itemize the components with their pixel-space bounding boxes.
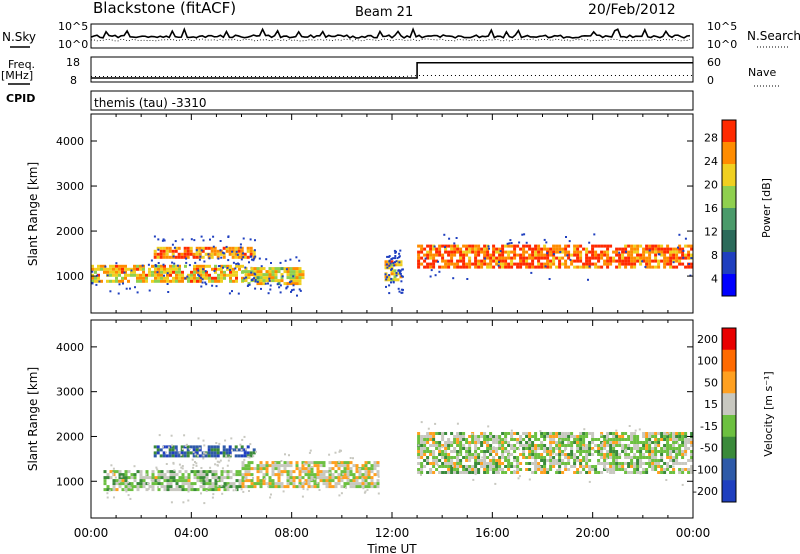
time-axis-label: Time UT [366, 542, 417, 554]
velocity-colorbar: 200 100 50 15 -15 -50 -100 -200 [693, 327, 737, 503]
echo-band [153, 235, 256, 270]
echo-band [417, 233, 694, 281]
echo-band [384, 249, 404, 295]
colorbar-tick-label: 15 [704, 398, 718, 411]
nsky-trace [90, 27, 691, 39]
colorbar-tick-label: 8 [711, 249, 718, 262]
y-tick-label: 4000 [56, 135, 84, 148]
y-tick-label: 3000 [56, 180, 84, 193]
echo-band [241, 255, 305, 297]
colorbar-swatch [722, 371, 736, 394]
echo-band [103, 459, 243, 505]
y-tick-label: 2000 [56, 225, 84, 238]
freq-tick-bottom: 8 [70, 74, 77, 87]
x-tick-label: 00:00 [676, 526, 711, 540]
colorbar-swatch [722, 393, 736, 416]
y-tick-label: 3000 [56, 386, 84, 399]
nsearch-trace [90, 38, 691, 42]
nave-trace [91, 75, 693, 77]
power-axis-ticks: 1000 2000 3000 4000 [56, 114, 694, 313]
colorbar-tick-label: 12 [704, 225, 718, 238]
y-tick-label: 4000 [56, 341, 84, 354]
colorbar-tick-label: 200 [697, 333, 718, 346]
colorbar-tick-label: -50 [700, 442, 718, 455]
velocity-echoes [103, 421, 694, 505]
colorbar-swatch [722, 142, 736, 165]
radar-title: Blackstone (fitACF) [93, 0, 236, 17]
colorbar-swatch [722, 120, 736, 143]
colorbar-tick-label: -15 [700, 420, 718, 433]
freq-unit-label: [MHz] [1, 69, 33, 82]
y-tick-label: 1000 [56, 475, 84, 488]
x-tick-label: 16:00 [475, 526, 510, 540]
noise-panel-frame [90, 23, 694, 49]
beam-title: Beam 21 [355, 5, 413, 20]
x-tick-label: 00:00 [74, 526, 109, 540]
velocity-axis-ticks: 1000 2000 3000 4000 [56, 320, 694, 518]
x-tick-label: 04:00 [174, 526, 209, 540]
colorbar-tick-label: 20 [704, 179, 718, 192]
cpid-panel: CPID themis (tau) -3310 [6, 90, 694, 111]
noise-tick-top-left: 10^5 [58, 20, 88, 33]
colorbar-tick-label: 28 [704, 132, 718, 145]
velocity-ylabel: Slant Range [km] [26, 367, 40, 471]
noise-tick-top-right: 10^5 [707, 20, 737, 33]
nsky-label: N.Sky [2, 30, 36, 44]
colorbar-swatch [722, 230, 736, 253]
colorbar-swatch [722, 415, 736, 438]
colorbar-swatch [722, 480, 736, 503]
power-colorbar-label: Power [dB] [760, 178, 773, 238]
time-axis: 00:00 04:00 08:00 12:00 16:00 20:00 00:00 [74, 526, 711, 540]
freq-panel-frame [90, 56, 694, 83]
date-title: 20/Feb/2012 [588, 2, 676, 18]
freq-tick-top: 18 [66, 56, 80, 69]
colorbar-swatch [722, 208, 736, 231]
colorbar-tick-label: 16 [704, 202, 718, 215]
colorbar-swatch [722, 328, 736, 351]
colorbar-tick-label: 100 [697, 355, 718, 368]
power-panel: 1000 2000 3000 4000 Slant Range [km] 28 24 20… [26, 113, 773, 314]
velocity-colorbar-label: Velocity [m s⁻¹] [762, 371, 775, 456]
y-tick-label: 1000 [56, 270, 84, 283]
cpid-panel-frame [90, 90, 694, 111]
echo-band [153, 434, 256, 471]
freq-panel: Freq. [MHz] 18 8 60 0 Nave [1, 56, 780, 87]
freq-label: Freq. [8, 58, 35, 71]
colorbar-tick-label: 50 [704, 376, 718, 389]
colorbar-swatch [722, 252, 736, 275]
nsearch-label: N.Search [747, 29, 800, 43]
x-tick-label: 08:00 [274, 526, 309, 540]
colorbar-tick-label: -200 [693, 485, 718, 498]
echo-band [91, 253, 244, 295]
power-echoes [91, 233, 694, 297]
echo-band [241, 449, 380, 499]
y-tick-label: 2000 [56, 430, 84, 443]
colorbar-tick-label: 24 [704, 155, 718, 168]
colorbar-swatch [722, 458, 736, 481]
x-tick-label: 20:00 [575, 526, 610, 540]
power-ylabel: Slant Range [km] [26, 162, 40, 266]
nave-tick-bottom: 0 [707, 74, 714, 87]
nave-tick-top: 60 [707, 56, 721, 69]
colorbar-swatch [722, 349, 736, 372]
noise-tick-bottom-right: 10^0 [707, 38, 737, 51]
x-tick-label: 12:00 [375, 526, 410, 540]
colorbar-swatch [722, 436, 736, 459]
colorbar-swatch [722, 186, 736, 209]
colorbar-swatch [722, 274, 736, 297]
colorbar-swatch [722, 164, 736, 187]
cpid-value: themis (tau) -3310 [94, 96, 207, 110]
echo-band [417, 421, 694, 486]
colorbar-tick-label: 4 [711, 272, 718, 285]
noise-panel: N.Sky 10^5 10^0 10^5 10^0 N.Search [2, 20, 800, 51]
freq-trace [91, 61, 693, 79]
colorbar-tick-label: -100 [693, 463, 718, 476]
power-colorbar: 28 24 20 16 12 8 4 [704, 119, 737, 297]
noise-tick-bottom-left: 10^0 [58, 38, 88, 51]
cpid-label: CPID [6, 92, 35, 105]
nave-label: Nave [748, 66, 776, 79]
